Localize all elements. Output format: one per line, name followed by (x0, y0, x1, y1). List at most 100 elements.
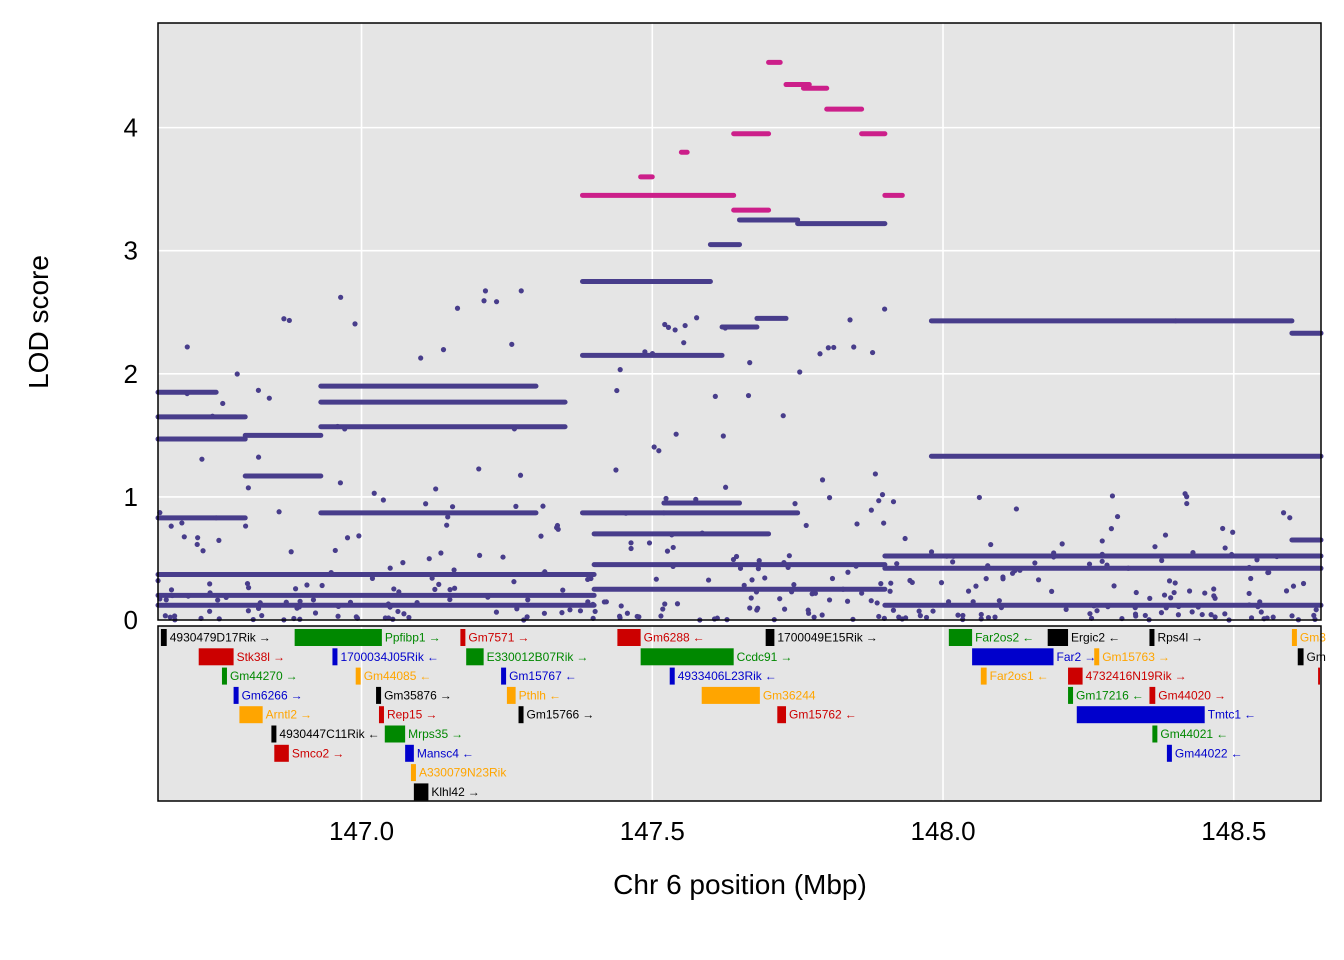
snp-point (1222, 545, 1228, 551)
snp-point (1063, 606, 1069, 613)
snp-point (1255, 604, 1261, 610)
snp-point (255, 387, 262, 393)
gene-name: 4933406L23Rik (678, 669, 763, 683)
snp-point (988, 541, 994, 548)
snp-point (1287, 515, 1293, 521)
snp-point (1246, 602, 1252, 608)
snp-point (917, 613, 923, 619)
snp-point (1114, 513, 1121, 520)
gene-strand: → (1158, 650, 1170, 664)
gene-name: Far2os2 (975, 631, 1019, 645)
snp-point (1017, 567, 1023, 573)
gene-name: Arntl2 (266, 708, 298, 722)
snp-point (518, 288, 524, 294)
gene-bar (332, 648, 338, 666)
snp-point (705, 577, 712, 583)
snp-point (590, 601, 596, 607)
snp-point (624, 610, 630, 616)
snp-point (1230, 529, 1236, 535)
snp-point (538, 533, 544, 539)
snp-point (797, 369, 803, 375)
snp-point (429, 575, 435, 581)
snp-point (312, 610, 319, 616)
gene-label: Gm15763 → (1102, 650, 1170, 664)
snp-point (1184, 494, 1190, 500)
gene-strand: → (429, 631, 441, 645)
snp-point (1162, 532, 1169, 538)
snp-point (1086, 561, 1093, 567)
gene-label: Gm44020 → (1158, 688, 1226, 702)
gene-label: Tmtc1 ← (1208, 708, 1256, 722)
snp-point (825, 345, 831, 351)
snp-point (681, 340, 687, 346)
gene-label: 4930447C11Rik ← (279, 727, 379, 741)
snp-point (1257, 599, 1263, 605)
snp-point (1254, 557, 1260, 563)
snp-point (646, 540, 653, 546)
gene-strand: → (468, 785, 480, 799)
snp-point (603, 599, 609, 605)
snp-point (304, 582, 310, 588)
gene-label: Gm15767 ← (509, 669, 577, 683)
snp-point (699, 530, 705, 536)
snp-point (755, 566, 761, 572)
gene-name: Rep15 (387, 708, 423, 722)
gene-strand: → (1084, 650, 1096, 664)
snp-point (693, 496, 699, 502)
snp-point (613, 467, 619, 473)
snp-point (1248, 575, 1254, 582)
snp-point (554, 522, 561, 529)
snp-point (423, 501, 429, 507)
snp-point (817, 351, 823, 357)
snp-point (482, 288, 489, 294)
gene-name: Far2 (1057, 650, 1082, 664)
gene-bar (972, 648, 1054, 666)
snp-point (653, 576, 659, 582)
snp-point (1051, 554, 1057, 560)
snp-point (890, 607, 897, 613)
gene-bar (1297, 648, 1304, 666)
snp-point (283, 599, 289, 605)
y-tick-label: 1 (124, 482, 138, 512)
snp-point (436, 581, 442, 587)
snp-point (1111, 583, 1117, 589)
snp-point (560, 587, 566, 593)
snp-point (970, 599, 976, 605)
gene-bar (1291, 629, 1297, 646)
x-tick-label: 147.5 (620, 816, 685, 846)
gene-label: Gm44021 ← (1160, 727, 1228, 741)
gene-strand: → (576, 650, 588, 664)
snp-point (356, 533, 362, 539)
snp-point (663, 495, 669, 502)
snp-point (438, 550, 444, 556)
snp-point (792, 501, 798, 507)
snp-point (194, 541, 200, 548)
snp-point (788, 589, 795, 595)
gene-bar (1094, 648, 1100, 666)
gene-name: Gm15763 (1102, 650, 1155, 664)
snp-point (664, 548, 671, 554)
snp-point (859, 590, 865, 596)
snp-point (1175, 612, 1181, 618)
snp-point (347, 599, 354, 605)
snp-point (281, 316, 287, 322)
snp-point (960, 612, 966, 619)
gene-strand: → (451, 727, 463, 741)
gene-name: Stk38l (237, 650, 270, 664)
gene-name: Mrps35 (408, 727, 448, 741)
snp-point (1199, 611, 1205, 618)
snp-point (216, 537, 222, 543)
snp-point (257, 600, 263, 606)
snp-point (1108, 526, 1114, 532)
snp-point (1184, 500, 1190, 507)
snp-point (1087, 611, 1093, 617)
snp-point (998, 604, 1005, 611)
gene-bar (765, 629, 775, 646)
snp-point (1172, 580, 1178, 586)
snp-point (1166, 578, 1173, 584)
x-tick-label: 147.0 (329, 816, 394, 846)
snp-point (168, 587, 175, 593)
gene-label: Gm44022 ← (1175, 746, 1243, 760)
gene-label: Ppfibp1 → (385, 631, 441, 645)
snp-point (762, 575, 768, 581)
